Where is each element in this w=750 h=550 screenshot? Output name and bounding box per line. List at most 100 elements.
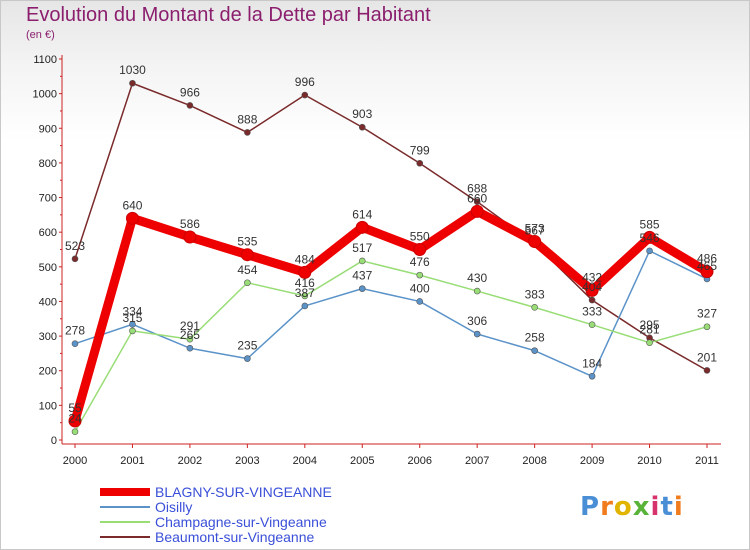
- y-tick-label: 100: [39, 400, 57, 412]
- data-label: 404: [582, 280, 602, 294]
- series-line-oisilly: [74, 250, 708, 378]
- data-point: [588, 296, 596, 304]
- data-label: 688: [467, 182, 487, 196]
- y-tick-label: 500: [39, 262, 57, 274]
- data-point: [301, 91, 309, 99]
- data-point: [71, 340, 79, 348]
- data-point: [301, 302, 309, 310]
- data-point: [703, 367, 711, 374]
- data-point: [129, 79, 136, 87]
- data-label: 546: [640, 231, 660, 245]
- data-label: 1030: [119, 63, 146, 77]
- x-tick-label: 2003: [235, 455, 259, 467]
- data-label: 235: [237, 339, 257, 353]
- legend-label: Champagne-sur-Vingeanne: [155, 514, 327, 530]
- data-point: [358, 285, 366, 292]
- data-point: [125, 211, 139, 225]
- data-point: [700, 265, 714, 279]
- data-point: [588, 372, 596, 380]
- data-label: 416: [295, 276, 315, 290]
- x-tick-label: 2010: [637, 455, 661, 467]
- x-tick-label: 2005: [350, 455, 374, 467]
- data-point: [531, 304, 538, 311]
- series-line-beaumont-sur-vingeanne: [74, 82, 708, 372]
- x-tick-label: 2009: [580, 455, 604, 467]
- y-tick-label: 0: [51, 435, 57, 447]
- data-point: [416, 298, 424, 305]
- data-label: 430: [467, 271, 487, 285]
- data-label: 585: [640, 217, 660, 231]
- data-point: [646, 339, 653, 346]
- x-tick-label: 2006: [407, 455, 431, 467]
- data-label: 799: [410, 143, 430, 157]
- data-label: 24: [68, 412, 82, 426]
- data-point: [129, 321, 136, 328]
- data-point: [183, 230, 197, 244]
- data-point: [240, 248, 254, 262]
- data-label: 454: [237, 263, 257, 277]
- data-label: 184: [582, 356, 602, 370]
- y-tick-label: 300: [39, 331, 57, 343]
- data-label: 295: [640, 318, 660, 332]
- x-tick-label: 2000: [63, 455, 87, 467]
- data-point: [244, 279, 251, 287]
- data-point: [68, 414, 82, 428]
- data-label: 966: [180, 85, 200, 99]
- data-point: [473, 198, 481, 206]
- y-tick-label: 700: [39, 193, 57, 205]
- x-tick-label: 2001: [120, 455, 144, 467]
- data-label: 278: [65, 324, 85, 338]
- data-label: 306: [467, 314, 487, 328]
- data-label: 258: [525, 331, 545, 345]
- data-label: 535: [237, 235, 257, 249]
- data-point: [186, 335, 194, 343]
- y-tick-label: 200: [39, 366, 57, 378]
- data-label: 333: [582, 305, 602, 319]
- data-label: 586: [180, 217, 200, 231]
- data-point: [588, 321, 596, 328]
- data-label: 523: [65, 239, 85, 253]
- data-label: 484: [295, 252, 315, 266]
- data-label: 517: [352, 241, 372, 255]
- legend-label: BLAGNY-SUR-VINGEANNE: [155, 484, 332, 500]
- data-point: [358, 257, 366, 265]
- proxiti-logo: Proxiti: [580, 492, 684, 522]
- data-label: 291: [180, 319, 200, 333]
- data-label: 437: [352, 269, 372, 283]
- y-tick-label: 400: [39, 296, 57, 308]
- data-point: [643, 230, 657, 244]
- series-line-blagny-sur-vingeanne: [70, 206, 712, 426]
- data-label: 614: [352, 207, 372, 221]
- data-point: [129, 327, 136, 335]
- data-label: 486: [697, 252, 717, 266]
- data-label: 400: [410, 281, 430, 295]
- y-tick-label: 1100: [33, 54, 57, 66]
- data-label: 387: [295, 286, 315, 300]
- data-label: 432: [582, 270, 602, 284]
- data-point: [244, 355, 251, 362]
- data-label: 265: [180, 328, 200, 342]
- chart-title: Evolution du Montant de la Dette par Hab…: [26, 4, 431, 26]
- data-label: 640: [122, 198, 142, 212]
- data-point: [186, 344, 194, 352]
- data-label: 573: [525, 222, 545, 236]
- data-point: [531, 347, 538, 354]
- data-label: 315: [122, 311, 142, 325]
- data-label: 201: [697, 350, 717, 364]
- data-point: [358, 123, 366, 131]
- data-point: [473, 330, 481, 338]
- legend-label: Oisilly: [155, 499, 192, 515]
- y-tick-label: 600: [39, 227, 57, 239]
- data-label: 660: [467, 191, 487, 205]
- data-point: [413, 243, 427, 256]
- data-point: [301, 292, 309, 300]
- data-point: [186, 102, 194, 109]
- data-point: [473, 287, 481, 295]
- data-point: [646, 247, 653, 255]
- data-label: 903: [352, 107, 372, 121]
- data-label: 567: [525, 224, 545, 238]
- legend-label: Beaumont-sur-Vingeanne: [155, 529, 315, 545]
- y-tick-label: 900: [39, 123, 57, 135]
